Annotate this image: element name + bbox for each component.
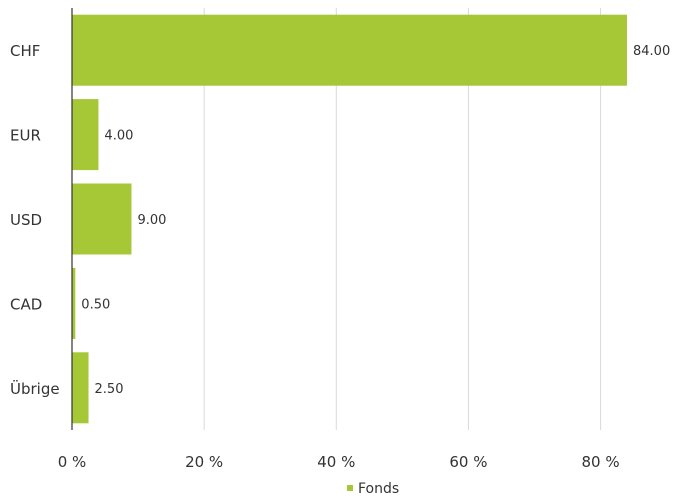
legend-swatch [347,485,353,491]
bars [72,14,627,424]
x-tick-label: 40 % [317,453,355,471]
category-labels: CHF EUR USD CAD Übrige [10,42,60,398]
legend-label: Fonds [358,481,399,497]
x-tick-label: 20 % [185,453,223,471]
category-label: Übrige [10,379,60,398]
legend[interactable]: Fonds [347,481,399,497]
bar-eur[interactable] [72,99,99,171]
value-label: 9.00 [137,213,166,228]
bar-usd[interactable] [72,183,132,255]
category-label: CHF [10,42,40,60]
tick-labels: 0 % 20 % 40 % 60 % 80 % [58,453,620,471]
bar-cad[interactable] [72,267,76,339]
category-label: USD [10,211,42,229]
bar-chf[interactable] [72,14,627,86]
x-tick-label: 60 % [449,453,487,471]
x-tick-label: 80 % [582,453,620,471]
value-label: 4.00 [104,129,133,144]
category-label: CAD [10,295,42,313]
x-tick-label: 0 % [58,453,87,471]
value-label: 0.50 [81,297,110,312]
category-label: EUR [10,127,41,145]
value-label: 84.00 [633,44,670,59]
value-labels: 84.00 4.00 9.00 0.50 2.50 [81,44,670,397]
value-label: 2.50 [95,382,124,397]
bar-übrige[interactable] [72,352,89,424]
